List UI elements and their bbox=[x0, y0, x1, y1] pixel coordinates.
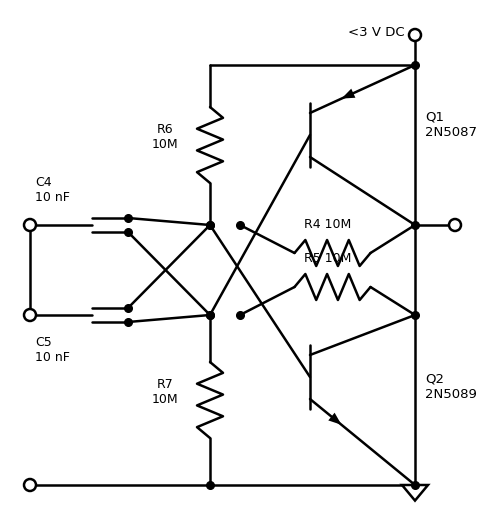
Text: R4 10M: R4 10M bbox=[304, 218, 351, 231]
Text: R6
10M: R6 10M bbox=[152, 123, 178, 151]
Text: C4
10 nF: C4 10 nF bbox=[35, 176, 70, 204]
Polygon shape bbox=[402, 485, 428, 501]
Circle shape bbox=[409, 29, 421, 41]
Text: Q1
2N5087: Q1 2N5087 bbox=[425, 111, 477, 139]
Circle shape bbox=[24, 309, 36, 321]
Circle shape bbox=[449, 219, 461, 231]
Circle shape bbox=[24, 479, 36, 491]
Text: Q2
2N5089: Q2 2N5089 bbox=[425, 373, 477, 401]
Text: <3 V DC: <3 V DC bbox=[348, 26, 405, 38]
Polygon shape bbox=[341, 89, 355, 99]
Text: C5
10 nF: C5 10 nF bbox=[35, 336, 70, 364]
Text: R7
10M: R7 10M bbox=[152, 378, 178, 406]
Polygon shape bbox=[329, 413, 341, 425]
Text: R5 10M: R5 10M bbox=[304, 252, 351, 265]
Circle shape bbox=[24, 219, 36, 231]
